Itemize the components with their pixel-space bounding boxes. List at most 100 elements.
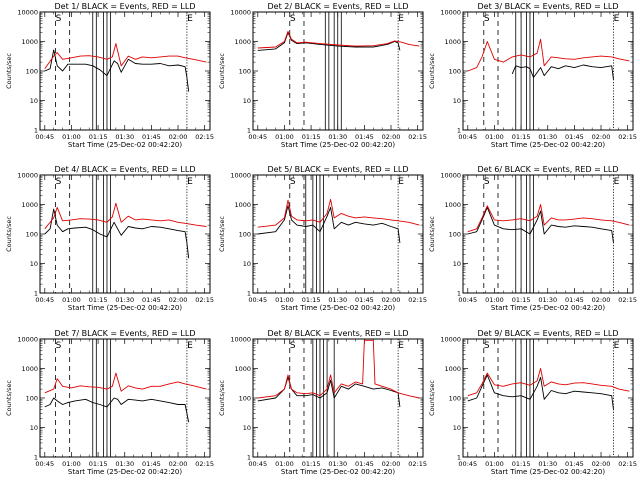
marker-label: S: [484, 177, 490, 187]
marker-label: E: [187, 14, 193, 24]
marker-label: S: [484, 14, 490, 24]
lld-series-line: [257, 30, 420, 49]
y-tick-label: 1000: [234, 38, 251, 46]
plot-frame: [39, 11, 211, 131]
y-tick-label: 10: [453, 424, 461, 432]
y-tick-label: 10000: [17, 9, 38, 17]
marker-label: S: [56, 177, 62, 187]
y-tick-label: 1: [34, 290, 38, 298]
x-tick-label: 01:15: [302, 133, 321, 141]
events-series-line: [44, 397, 190, 423]
y-tick-label: 1000: [444, 38, 461, 46]
x-axis-label: Start Time (25-Dec-02 00:42:20): [281, 304, 395, 312]
x-tick-label: 01:30: [538, 133, 557, 141]
x-tick-label: 01:15: [512, 460, 531, 468]
x-tick-label: 01:15: [512, 296, 531, 304]
y-tick-label: 1: [34, 127, 38, 135]
y-tick-label: 1: [457, 127, 461, 135]
x-tick-label: 01:00: [485, 296, 504, 304]
events-series-line: [467, 206, 614, 243]
y-axis-label: Counts/sec: [428, 53, 436, 89]
marker-label: S: [290, 177, 296, 187]
x-tick-label: 01:00: [275, 296, 294, 304]
x-tick-label: 01:30: [115, 133, 134, 141]
y-tick-label: 1000: [234, 365, 251, 373]
x-tick-label: 01:15: [89, 296, 108, 304]
y-tick-label: 10: [453, 97, 461, 105]
x-tick-label: 00:45: [458, 460, 477, 468]
y-tick-label: 10000: [440, 336, 461, 344]
x-tick-label: 01:00: [62, 460, 81, 468]
events-series-line: [44, 49, 190, 92]
chart-panel-3: Det 3/ BLACK = Events, RED = LLD 1 10 100 10…: [428, 2, 637, 149]
marker-label: S: [290, 14, 296, 24]
y-axis-label: Counts/sec: [5, 380, 13, 416]
x-tick-label: 01:45: [565, 133, 584, 141]
y-axis-label: Counts/sec: [5, 53, 13, 89]
chart-title: Det 5/ BLACK = Events, RED = LLD: [268, 165, 409, 174]
plot-frame: [252, 338, 424, 458]
y-tick-label: 1: [247, 127, 251, 135]
y-tick-label: 10000: [230, 9, 251, 17]
events-series-line: [257, 205, 401, 243]
lld-series-line: [257, 198, 420, 228]
chart-panel-5: Det 5/ BLACK = Events, RED = LLD 1 10 100 10…: [218, 165, 427, 312]
x-tick-label: 01:00: [275, 133, 294, 141]
x-tick-label: 01:45: [355, 460, 374, 468]
lld-series-line: [44, 202, 207, 230]
x-tick-label: 01:30: [115, 460, 134, 468]
x-tick-label: 00:45: [248, 133, 267, 141]
x-tick-label: 00:45: [35, 296, 54, 304]
lld-series-line: [44, 372, 207, 394]
marker-label: E: [398, 14, 404, 24]
x-tick-label: 01:30: [115, 296, 134, 304]
x-tick-label: 01:45: [355, 133, 374, 141]
y-tick-label: 1: [34, 454, 38, 462]
plot-frame: [462, 174, 634, 294]
y-tick-label: 100: [26, 68, 38, 76]
x-tick-label: 01:45: [565, 460, 584, 468]
x-axis-label: Start Time (25-Dec-02 00:42:20): [68, 304, 182, 312]
x-axis-label: Start Time (25-Dec-02 00:42:20): [491, 304, 605, 312]
x-tick-label: 01:45: [142, 296, 161, 304]
x-tick-label: 01:15: [302, 296, 321, 304]
chart-panel-2: Det 2/ BLACK = Events, RED = LLD 1 10 100 10…: [218, 2, 427, 149]
x-tick-label: 01:30: [328, 296, 347, 304]
y-axis-label: Counts/sec: [428, 216, 436, 252]
lld-series-line: [257, 339, 420, 399]
x-tick-label: 00:45: [35, 133, 54, 141]
y-tick-label: 10: [30, 97, 38, 105]
chart-panel-6: Det 6/ BLACK = Events, RED = LLD 1 10 100 10…: [428, 165, 637, 312]
y-tick-label: 10000: [440, 9, 461, 17]
x-tick-label: 02:15: [618, 133, 637, 141]
x-tick-label: 01:00: [62, 133, 81, 141]
x-tick-label: 01:15: [512, 133, 531, 141]
x-tick-label: 01:45: [142, 460, 161, 468]
y-tick-label: 10000: [230, 172, 251, 180]
y-tick-label: 1000: [21, 365, 38, 373]
x-tick-label: 01:45: [565, 296, 584, 304]
x-tick-label: 01:00: [275, 460, 294, 468]
x-axis-label: Start Time (25-Dec-02 00:42:20): [68, 141, 182, 149]
y-tick-label: 100: [26, 395, 38, 403]
x-tick-label: 01:15: [89, 133, 108, 141]
y-tick-label: 10: [30, 260, 38, 268]
x-tick-label: 01:30: [538, 460, 557, 468]
chart-title: Det 7/ BLACK = Events, RED = LLD: [55, 329, 196, 338]
chart-title: Det 6/ BLACK = Events, RED = LLD: [478, 165, 619, 174]
y-tick-label: 100: [239, 395, 251, 403]
y-tick-label: 100: [239, 68, 251, 76]
marker-label: E: [614, 341, 620, 351]
x-tick-label: 02:15: [195, 460, 214, 468]
x-tick-label: 00:45: [458, 133, 477, 141]
marker-label: E: [187, 177, 193, 187]
plot-frame: [39, 338, 211, 458]
x-tick-label: 02:00: [592, 133, 611, 141]
x-tick-label: 01:30: [328, 133, 347, 141]
chart-title: Det 9/ BLACK = Events, RED = LLD: [478, 329, 619, 338]
y-tick-label: 1: [457, 290, 461, 298]
x-axis-label: Start Time (25-Dec-02 00:42:20): [68, 468, 182, 476]
x-tick-label: 01:45: [142, 133, 161, 141]
x-axis-label: Start Time (25-Dec-02 00:42:20): [491, 468, 605, 476]
